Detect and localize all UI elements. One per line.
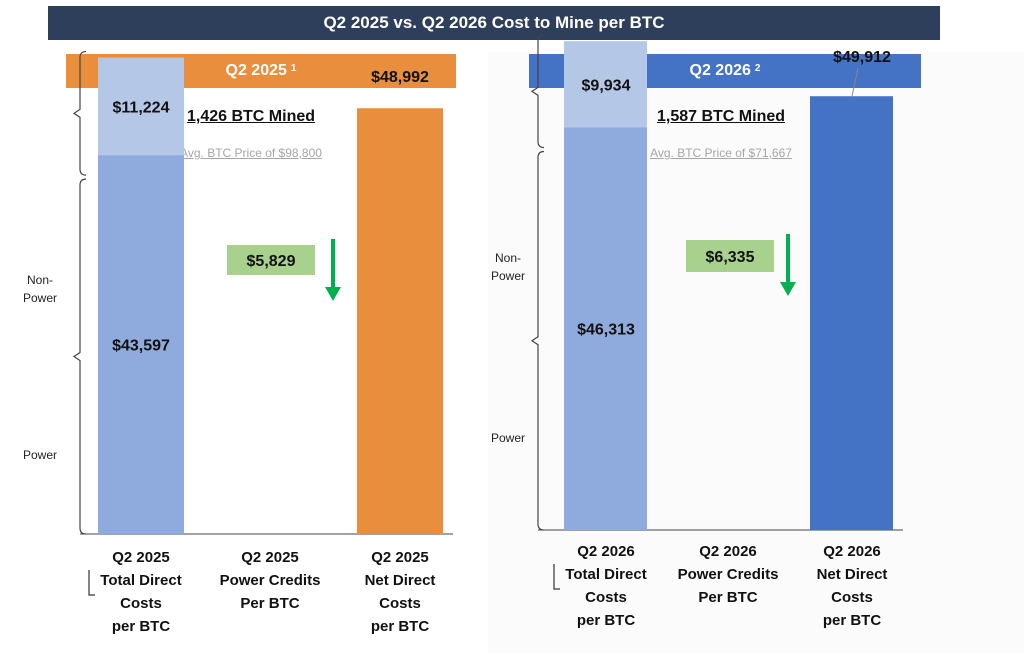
bar-net-direct <box>810 96 893 530</box>
footnote-marker: 2 <box>754 62 761 74</box>
category-label: Q2 2026 <box>577 543 635 560</box>
data-label-non-power: $11,224 <box>113 99 170 116</box>
category-label: Power Credits <box>220 572 321 589</box>
power-credit-box <box>227 245 315 275</box>
bracket-non-power <box>72 50 87 176</box>
category-label: Q2 2025 <box>112 549 170 566</box>
category-bracket <box>88 570 95 596</box>
bar-chart-q2-2025: $11,224 $43,597 Non- Power Power $5,829 $48,99… <box>23 50 453 635</box>
panel-q2-2025: Q2 2025 1 1,426 BTC Mined Avg. BTC Price… <box>0 50 478 653</box>
category-label: Costs <box>379 595 421 612</box>
bracket-power <box>72 178 87 535</box>
data-label-non-power: $9,934 <box>582 77 631 94</box>
bar-chart-q2-2026: $9,934 $46,313 Non- Power Power $6,335 $49,912… <box>491 34 903 629</box>
category-label: Net Direct <box>365 572 436 589</box>
btc-mined: 1,587 BTC Mined <box>656 108 786 125</box>
bar-total-direct-power <box>564 127 647 530</box>
category-bracket <box>553 564 560 590</box>
data-label-power: $43,597 <box>112 338 170 355</box>
category-label: Costs <box>120 595 162 612</box>
chart-title: Q2 2025 vs. Q2 2026 Cost to Mine per BTC <box>48 6 940 40</box>
category-label: Q2 2026 <box>823 543 881 560</box>
category-label: Q2 2025 <box>371 549 429 566</box>
panel-q2-2026: Q2 2026 2 1,587 BTC Mined Avg. BTC Price… <box>488 34 1024 653</box>
side-label-non: Non- <box>27 273 53 287</box>
panel-header-label: Q2 2025 <box>225 62 287 79</box>
btc-mined: 1,426 BTC Mined <box>186 108 316 125</box>
category-label: per BTC <box>823 612 882 629</box>
category-label: Total Direct <box>100 572 181 589</box>
power-credit-box <box>686 240 774 272</box>
category-label: Per BTC <box>698 589 757 606</box>
footnote-marker: 1 <box>290 62 297 74</box>
side-label-non: Non- <box>495 251 521 265</box>
data-label-power: $46,313 <box>577 322 635 339</box>
category-label: Costs <box>831 589 873 606</box>
avg-btc-price: Avg. BTC Price of $98,800 <box>180 146 322 160</box>
bracket-non-power <box>530 34 545 149</box>
data-label-power-credits: $6,335 <box>706 249 755 266</box>
data-label-net-direct: $49,912 <box>833 49 891 66</box>
category-label: Per BTC <box>240 595 299 612</box>
bar-total-direct-non-power <box>564 41 647 128</box>
side-label-power: Power <box>491 431 525 445</box>
category-label: Q2 2026 <box>699 543 757 560</box>
avg-btc-price: Avg. BTC Price of $71,667 <box>650 146 792 160</box>
category-label: Total Direct <box>565 566 646 583</box>
down-arrow-icon <box>780 282 796 296</box>
category-label: Q2 2025 <box>241 549 299 566</box>
side-label-power: Power <box>23 448 57 462</box>
category-label: per BTC <box>112 618 171 635</box>
category-label: per BTC <box>371 618 430 635</box>
data-label-power-credits: $5,829 <box>247 253 296 270</box>
panel-header-label: Q2 2026 <box>689 62 751 79</box>
bar-total-direct-power <box>98 155 184 534</box>
side-label-power-part: Power <box>491 269 525 283</box>
category-label: Costs <box>585 589 627 606</box>
category-label: Net Direct <box>817 566 888 583</box>
data-label-net-direct: $48,992 <box>371 69 429 86</box>
category-label: per BTC <box>577 612 636 629</box>
side-label-power-part: Power <box>23 291 57 305</box>
bar-net-direct <box>357 108 443 535</box>
bar-total-direct-non-power <box>98 57 184 156</box>
net-label-leader <box>851 68 859 97</box>
category-label: Power Credits <box>678 566 779 583</box>
down-arrow-icon <box>325 287 341 301</box>
bracket-power <box>530 150 545 531</box>
